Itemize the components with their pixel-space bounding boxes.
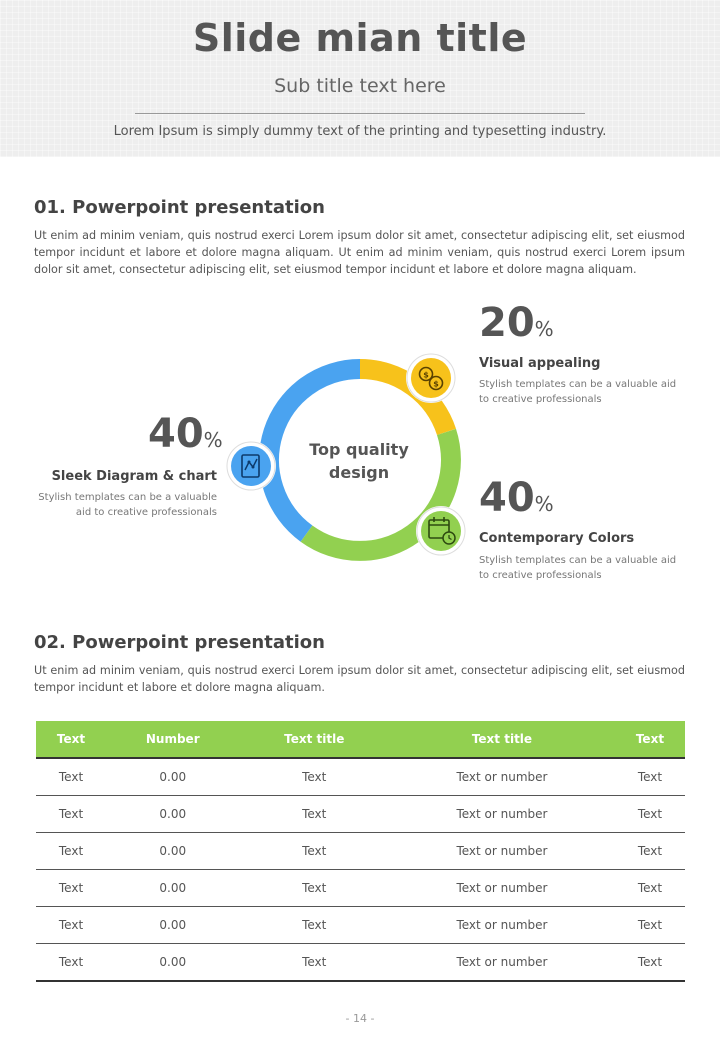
table-cell: 0.00: [106, 832, 240, 870]
table-cell: Text: [36, 832, 107, 870]
table-header-cell: Text: [614, 721, 685, 759]
table-row: Text 0.00 Text Text or number Text: [36, 795, 685, 833]
table-cell: Text or number: [388, 795, 615, 833]
table-cell: Text: [36, 943, 107, 982]
feature-left-title: Sleek Diagram & chart: [51, 469, 217, 484]
svg-text:$: $: [423, 371, 429, 380]
feature-top-right-desc-line1: Stylish templates can be a valuable aid: [479, 379, 677, 390]
feature-left-description: Stylish templates can be a valuable aid …: [38, 490, 217, 520]
table-cell: Text: [36, 869, 107, 907]
chart-document-icon: [226, 441, 276, 491]
table-cell: Text: [36, 906, 107, 944]
table-cell: Text: [614, 832, 685, 870]
table-cell: Text: [239, 943, 389, 982]
table-cell: 0.00: [106, 795, 240, 833]
coins-icon: $ $: [406, 353, 456, 403]
table-cell: Text: [36, 795, 107, 833]
table-cell: Text: [614, 869, 685, 907]
feature-left-number: 40: [148, 411, 204, 457]
header-divider: [135, 113, 585, 114]
calendar-clock-icon: [416, 506, 466, 556]
table-cell: Text: [239, 832, 389, 870]
feature-bottom-right-number: 40: [479, 475, 535, 521]
feature-top-right-description: Stylish templates can be a valuable aid …: [479, 377, 676, 407]
feature-bottom-right-desc-line1: Stylish templates can be a valuable aid: [479, 555, 677, 566]
table-cell: Text: [239, 869, 389, 907]
feature-left-unit: %: [203, 428, 223, 452]
data-table: Text Number Text title Text title Text T…: [36, 721, 685, 982]
feature-bottom-right-title: Contemporary Colors: [479, 531, 635, 546]
table-cell: Text or number: [388, 943, 615, 982]
table-cell: Text or number: [388, 869, 615, 907]
table-row: Text 0.00 Text Text or number Text: [36, 832, 685, 870]
donut-segment-blue: [259, 359, 361, 542]
feature-bottom-right-percentage: 40%: [479, 478, 554, 524]
table-row: Text 0.00 Text Text or number Text: [36, 758, 685, 796]
table-cell: 0.00: [106, 943, 240, 982]
table-header-cell: Text: [36, 721, 107, 759]
table-cell: Text: [614, 758, 685, 796]
table-header-cell: Number: [106, 721, 240, 759]
section1-body: Ut enim ad minim veniam, quis nostrud ex…: [34, 229, 685, 276]
feature-bottom-right-description: Stylish templates can be a valuable aid …: [479, 553, 676, 583]
table-cell: Text: [614, 795, 685, 833]
table-cell: Text or number: [388, 758, 615, 796]
feature-bottom-right-unit: %: [534, 492, 554, 516]
table-row: Text 0.00 Text Text or number Text: [36, 943, 685, 982]
table-header-cell: Text title: [239, 721, 389, 759]
donut-center-line2: design: [328, 463, 390, 482]
table-cell: 0.00: [106, 869, 240, 907]
table-cell: Text: [239, 906, 389, 944]
table-cell: Text: [239, 758, 389, 796]
table-header-row: Text Number Text title Text title Text: [36, 721, 685, 759]
feature-top-right-unit: %: [534, 317, 554, 341]
feature-top-right-percentage: 20%: [479, 303, 554, 349]
table-cell: 0.00: [106, 758, 240, 796]
feature-bottom-right-desc-line2: to creative professionals: [479, 570, 602, 581]
table-row: Text 0.00 Text Text or number Text: [36, 906, 685, 944]
table-cell: Text: [614, 906, 685, 944]
table-cell: Text or number: [388, 832, 615, 870]
table-header-cell: Text title: [388, 721, 615, 759]
feature-top-right-number: 20: [479, 300, 535, 346]
feature-left-percentage: 40%: [148, 414, 223, 460]
page-subtitle: Sub title text here: [274, 75, 446, 97]
page-title: Slide mian title: [192, 16, 528, 60]
donut-center-label: Top quality design: [295, 438, 423, 484]
section1-title: 01. Powerpoint presentation: [34, 197, 325, 218]
header-banner: Slide mian title Sub title text here Lor…: [0, 0, 720, 157]
table-cell: Text: [36, 758, 107, 796]
section2-title: 02. Powerpoint presentation: [34, 632, 325, 653]
section2-body: Ut enim ad minim veniam, quis nostrud ex…: [34, 664, 685, 694]
donut-diagram: $ $: [226, 353, 466, 561]
svg-text:$: $: [433, 380, 439, 389]
table-row: Text 0.00 Text Text or number Text: [36, 869, 685, 907]
donut-segment-green: [300, 428, 461, 561]
table-cell: 0.00: [106, 906, 240, 944]
feature-left-desc-line1: Stylish templates can be a valuable: [38, 492, 217, 503]
table-cell: Text or number: [388, 906, 615, 944]
donut-center-line1: Top quality: [309, 440, 409, 459]
feature-top-right-title: Visual appealing: [479, 356, 601, 371]
table-cell: Text: [239, 795, 389, 833]
page-number: - 14 -: [345, 1012, 375, 1025]
feature-left-desc-line2: aid to creative professionals: [75, 507, 217, 518]
table-cell: Text: [614, 943, 685, 982]
feature-top-right-desc-line2: to creative professionals: [479, 394, 602, 405]
header-description: Lorem Ipsum is simply dummy text of the …: [113, 124, 607, 139]
